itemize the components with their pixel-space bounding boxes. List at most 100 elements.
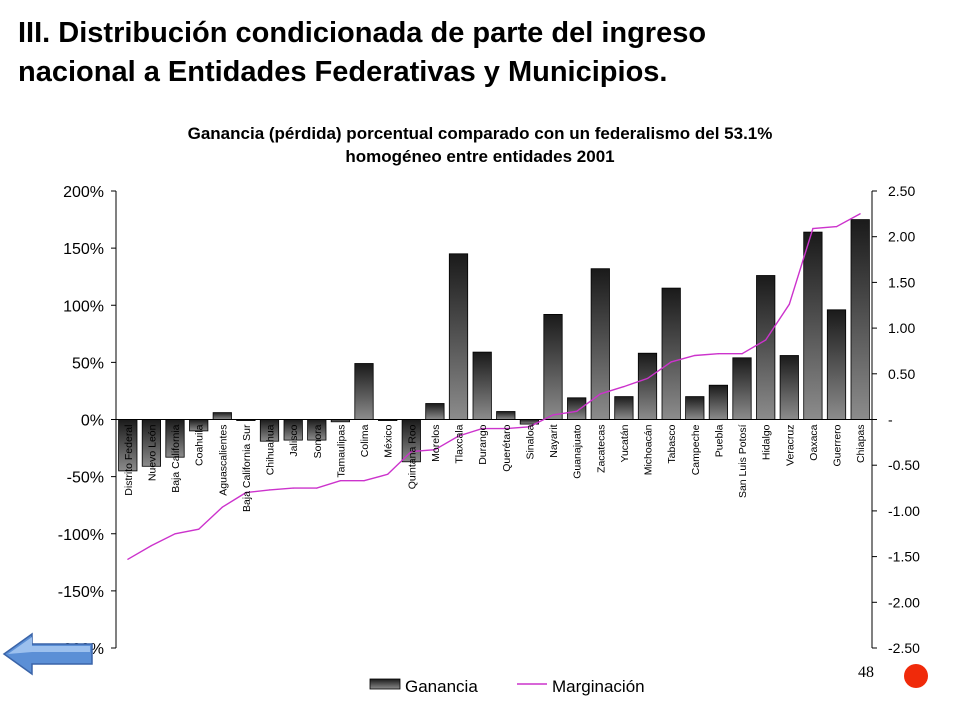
marginacion-point-23 [647,377,649,379]
marginacion-point-9 [316,487,318,489]
category-label-21: Zacatecas [595,425,607,473]
category-label-6: Baja California Sur [241,424,253,512]
bar-23 [637,352,658,420]
marginacion-point-3 [174,533,176,535]
marginacion-point-29 [788,303,790,305]
category-label-28: Hidalgo [761,424,773,460]
legend-label-marginacion: Marginación [552,677,645,696]
left-tick-label-5: -50% [67,470,104,487]
right-tick-label-4: 0.50 [888,366,915,382]
marginacion-point-14 [434,449,436,451]
left-tick-label-6: -100% [58,527,104,544]
category-label-27: San Luis Potosí [737,424,749,498]
marginacion-point-10 [339,480,341,482]
right-tick-label-7: -1.00 [888,503,920,519]
marginacion-point-26 [717,353,720,355]
category-label-23: Michoacán [643,424,655,475]
right-tick-label-5: - [888,412,893,428]
marginacion-point-30 [812,227,814,230]
marginacion-point-16 [481,428,483,430]
category-label-4: Coahuila [194,424,206,466]
left-tick-label-2: 100% [63,298,104,315]
category-label-12: México [383,424,395,457]
bar-31 [826,309,847,420]
left-tick-label-0: 200% [63,184,104,201]
category-label-9: Sonora [312,424,324,458]
right-tick-label-1: 2.00 [888,229,915,245]
right-tick-label-9: -2.00 [888,594,920,610]
slide-title-line-2: nacional a Entidades Federativas y Munic… [18,56,668,88]
slide-title: III. Distribución condicionada de parte … [18,14,918,92]
bar-19 [543,313,563,420]
marginacion-point-15 [458,435,460,437]
bar-15 [448,253,469,420]
marginacion-point-31 [836,226,838,228]
right-tick-label-0: 2.50 [888,183,915,199]
bar-22 [614,396,634,420]
marginacion-point-21 [599,393,601,395]
marginacion-point-4 [198,528,200,530]
legend-swatch-ganancia [369,678,401,690]
marginacion-point-11 [363,480,365,482]
category-label-20: Guanajuato [572,424,584,478]
chart-title-line-1: Ganancia (pérdida) porcentual comparado … [188,124,773,143]
marginacion-point-2 [150,545,152,547]
chart-title-line-2: homogéneo entre entidades 2001 [345,147,614,166]
category-label-8: Jalisco [288,424,300,456]
bar-26 [708,384,729,420]
category-label-29: Veracruz [784,425,796,466]
page-number: 48 [858,664,874,681]
category-labels: Distrito Federal Nuevo León Baja Californi… [123,424,867,512]
category-label-25: Campeche [690,424,702,475]
right-tick-label-6: -0.50 [888,457,920,473]
bar-27 [732,357,752,420]
bar-24 [661,287,681,420]
marginacion-point-5 [221,506,223,508]
category-label-3: Baja California [170,424,182,492]
category-label-31: Guerrero [832,424,844,466]
back-arrow-icon [2,632,93,676]
bar-17 [496,411,516,420]
red-dot-icon [904,664,928,688]
category-label-5: Aguascalientes [217,425,229,496]
legend: Ganancia Marginación [369,677,645,696]
bar-5 [212,412,232,420]
right-tick-label-2: 1.50 [888,274,915,290]
category-label-7: Chihuahua [265,424,277,475]
legend-label-ganancia: Ganancia [405,677,478,696]
back-button[interactable] [2,632,98,676]
category-label-2: Nuevo León [146,424,158,481]
bar-32 [850,219,870,420]
left-tick-label-7: -150% [58,584,104,601]
marginacion-line [127,213,861,560]
right-tick-label-8: -1.50 [888,549,920,565]
bar-25 [685,396,705,420]
marginacion-point-17 [505,428,507,430]
bar-28 [756,275,776,420]
marginacion-point-27 [741,353,743,355]
marginacion-point-32 [859,213,861,215]
category-label-30: Oaxaca [808,424,820,460]
bar-20 [567,397,587,420]
marginacion-point-25 [694,354,696,357]
marginacion-point-22 [623,386,625,388]
marginacion-polyline [127,213,861,560]
marginacion-point-18 [528,426,531,428]
marginacion-point-1 [127,558,129,560]
left-tick-label-1: 150% [63,241,104,258]
marginacion-point-7 [269,489,271,491]
category-label-19: Nayarit [548,424,560,457]
marginacion-point-19 [552,414,554,416]
left-tick-label-3: 50% [72,355,104,372]
bars [118,219,870,472]
right-tick-label-3: 1.00 [888,320,915,336]
marginacion-point-28 [765,339,767,341]
marginacion-point-13 [410,450,412,453]
category-label-15: Tlaxcala [454,424,466,463]
bar-16 [472,351,492,420]
category-label-18: Sinaloa [524,424,536,459]
category-label-24: Tabasco [666,424,678,463]
bar-14 [425,403,445,420]
left-tick-label-4: 0% [81,413,104,430]
